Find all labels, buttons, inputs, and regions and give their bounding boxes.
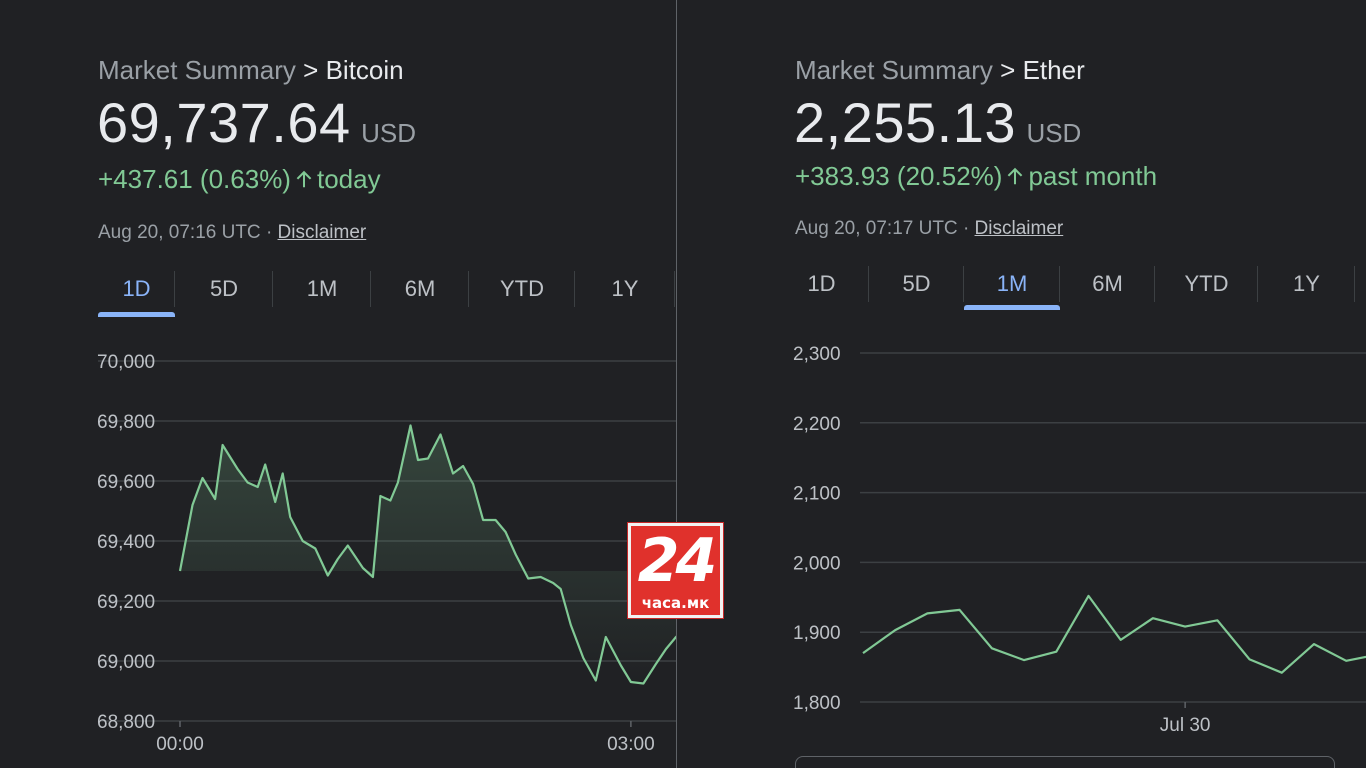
breadcrumb-current: Ether bbox=[1022, 55, 1085, 85]
tab-separator bbox=[1257, 266, 1258, 302]
change-value: +383.93 (20.52%) bbox=[795, 161, 1003, 191]
arrow-up-icon bbox=[296, 170, 312, 188]
disclaimer-link[interactable]: Disclaimer bbox=[277, 222, 367, 243]
tab-1d[interactable]: 1D bbox=[98, 271, 175, 317]
price-line bbox=[178, 424, 676, 685]
y-tick-label: 69,200 bbox=[97, 592, 155, 613]
change-period: today bbox=[316, 164, 381, 194]
tab-label: 1Y bbox=[1293, 271, 1320, 296]
tab-separator bbox=[868, 266, 869, 302]
bitcoin-price-chart[interactable]: 70,000 69,800 69,600 69,400 69,200 69,000 68,8… bbox=[0, 0, 676, 768]
tab-label: YTD bbox=[1184, 271, 1229, 296]
breadcrumb-root[interactable]: Market Summary bbox=[98, 55, 296, 85]
separator-dot: · bbox=[962, 218, 970, 239]
more-about-button[interactable] bbox=[795, 756, 1335, 768]
tab-separator bbox=[1059, 266, 1060, 302]
price-change: +383.93 (20.52%) past month bbox=[795, 161, 1157, 192]
timestamp-row: Aug 20, 07:17 UTC · Disclaimer bbox=[795, 218, 1063, 240]
y-tick-label: 68,800 bbox=[97, 712, 155, 733]
tab-6m[interactable]: 6M bbox=[1060, 266, 1155, 310]
timestamp: Aug 20, 07:16 UTC bbox=[98, 222, 261, 243]
tab-separator bbox=[1354, 266, 1355, 302]
breadcrumb-root[interactable]: Market Summary bbox=[795, 55, 993, 85]
tab-label: 6M bbox=[1092, 271, 1123, 296]
tab-5d[interactable]: 5D bbox=[869, 266, 964, 310]
tab-1m[interactable]: 1M bbox=[964, 266, 1060, 310]
tab-ytd[interactable]: YTD bbox=[1155, 266, 1258, 310]
y-tick-label: 69,600 bbox=[97, 472, 155, 493]
tab-1d[interactable]: 1D bbox=[774, 266, 869, 310]
range-tabs: 1D 5D 1M 6M YTD 1Y bbox=[98, 271, 675, 317]
tab-label: 1M bbox=[306, 276, 338, 301]
price-row: 2,255.13 USD bbox=[794, 90, 1081, 155]
y-tick-label: 1,900 bbox=[793, 623, 841, 644]
arrow-up-icon bbox=[1008, 167, 1023, 185]
tab-separator bbox=[1154, 266, 1155, 302]
breadcrumb-separator: > bbox=[303, 55, 319, 85]
tab-label: 1Y bbox=[611, 276, 639, 301]
disclaimer-link[interactable]: Disclaimer bbox=[974, 218, 1064, 239]
tab-6m[interactable]: 6M bbox=[371, 271, 469, 317]
logo-text: часа.мк bbox=[641, 594, 710, 612]
tab-separator bbox=[574, 271, 575, 307]
y-tick-label: 69,000 bbox=[97, 652, 155, 673]
tab-separator bbox=[963, 266, 964, 302]
y-tick-label: 70,000 bbox=[97, 352, 155, 373]
tab-label: 1D bbox=[122, 276, 151, 301]
y-tick-label: 69,400 bbox=[97, 532, 155, 553]
x-tick-label: Jul 30 bbox=[1160, 715, 1211, 736]
tab-1m[interactable]: 1M bbox=[273, 271, 371, 317]
tab-separator bbox=[272, 271, 273, 307]
y-tick-label: 1,800 bbox=[793, 693, 841, 714]
panel-divider bbox=[676, 0, 677, 768]
area-fill bbox=[180, 425, 676, 684]
tab-label: 5D bbox=[209, 276, 239, 301]
change-period: past month bbox=[1028, 161, 1158, 191]
y-tick-label: 2,200 bbox=[793, 414, 841, 435]
active-tab-indicator bbox=[98, 312, 175, 317]
tab-separator bbox=[174, 271, 175, 307]
price-row: 69,737.64 USD bbox=[97, 90, 416, 155]
tab-separator bbox=[674, 271, 675, 307]
breadcrumb-current: Bitcoin bbox=[325, 55, 404, 85]
ether-panel: Market Summary > Ether 2,255.13 USD +383… bbox=[677, 0, 1366, 768]
currency-label: USD bbox=[1026, 118, 1082, 148]
y-tick-label: 2,300 bbox=[793, 344, 841, 365]
timestamp: Aug 20, 07:17 UTC bbox=[795, 218, 958, 239]
currency-label: USD bbox=[361, 118, 416, 148]
price-value: 69,737.64 bbox=[97, 91, 351, 154]
tab-label: 1M bbox=[996, 271, 1028, 296]
price-change: +437.61 (0.63%) today bbox=[98, 164, 381, 195]
tab-label: 6M bbox=[404, 276, 436, 301]
y-tick-label: 2,100 bbox=[793, 484, 841, 505]
breadcrumb: Market Summary > Bitcoin bbox=[98, 55, 404, 86]
range-tabs: 1D 5D 1M 6M YTD 1Y bbox=[774, 266, 1355, 310]
price-value: 2,255.13 bbox=[794, 91, 1016, 154]
x-tick-label: 03:00 bbox=[607, 734, 655, 755]
tab-1y[interactable]: 1Y bbox=[1258, 266, 1355, 310]
y-tick-label: 69,800 bbox=[97, 412, 155, 433]
tab-separator bbox=[468, 271, 469, 307]
tab-ytd[interactable]: YTD bbox=[469, 271, 575, 317]
price-line bbox=[862, 594, 1366, 674]
breadcrumb-separator: > bbox=[1000, 55, 1016, 85]
tab-5d[interactable]: 5D bbox=[175, 271, 273, 317]
ether-price-chart[interactable]: 2,300 2,200 2,100 2,000 1,900 1,800 Jul 30 bbox=[677, 0, 1366, 768]
tab-label: YTD bbox=[500, 276, 544, 301]
y-tick-label: 2,000 bbox=[793, 553, 841, 574]
active-tab-indicator bbox=[964, 305, 1060, 310]
bitcoin-panel: Market Summary > Bitcoin 69,737.64 USD +… bbox=[0, 0, 676, 768]
tab-1y[interactable]: 1Y bbox=[575, 271, 675, 317]
tab-label: 5D bbox=[902, 271, 931, 296]
change-value: +437.61 (0.63%) bbox=[98, 164, 291, 194]
logo-number: 24 bbox=[637, 526, 718, 596]
tab-label: 1D bbox=[807, 271, 836, 296]
x-tick-label: 00:00 bbox=[156, 734, 204, 755]
tab-separator bbox=[370, 271, 371, 307]
breadcrumb: Market Summary > Ether bbox=[795, 55, 1085, 86]
timestamp-row: Aug 20, 07:16 UTC · Disclaimer bbox=[98, 222, 366, 244]
watermark-logo: 24 часа.мк bbox=[628, 523, 723, 618]
separator-dot: · bbox=[265, 222, 273, 243]
